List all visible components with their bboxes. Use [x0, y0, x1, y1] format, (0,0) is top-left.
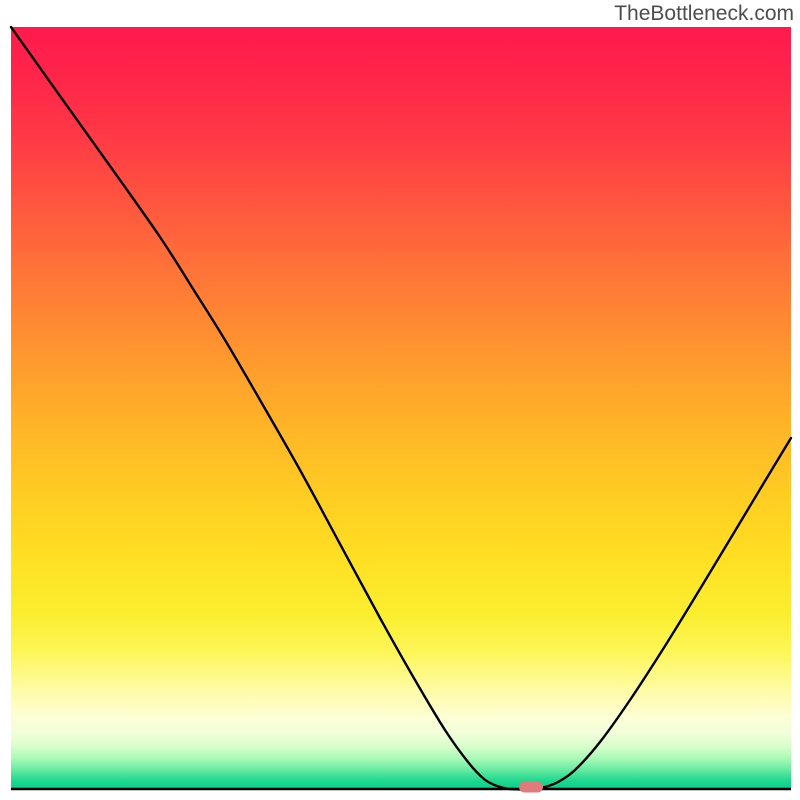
chart-container: TheBottleneck.com [0, 0, 800, 800]
gradient-background [11, 27, 791, 789]
optimal-point-marker [519, 782, 543, 793]
bottleneck-chart [0, 0, 800, 800]
